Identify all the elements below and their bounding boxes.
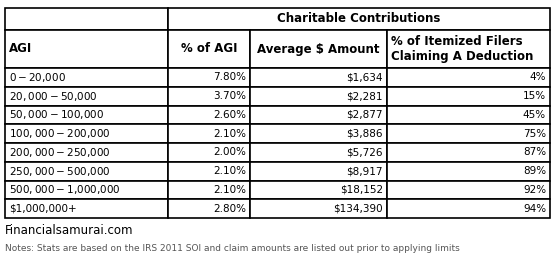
- Bar: [250, 143, 387, 162]
- Text: 7.80%: 7.80%: [213, 72, 246, 82]
- Text: % of Itemized Filers
Claiming A Deduction: % of Itemized Filers Claiming A Deductio…: [391, 35, 533, 63]
- Text: 45%: 45%: [523, 110, 546, 120]
- Bar: [168, 87, 250, 106]
- Text: Charitable Contributions: Charitable Contributions: [278, 13, 441, 26]
- Text: $18,152: $18,152: [340, 185, 383, 195]
- Text: 2.00%: 2.00%: [213, 147, 246, 157]
- Text: Notes: Stats are based on the IRS 2011 SOI and claim amounts are listed out prio: Notes: Stats are based on the IRS 2011 S…: [5, 244, 460, 253]
- Text: $134,390: $134,390: [334, 204, 383, 214]
- Bar: [168, 68, 250, 87]
- Text: $2,281: $2,281: [346, 91, 383, 101]
- Bar: [168, 143, 250, 162]
- Text: $2,877: $2,877: [346, 110, 383, 120]
- Text: $3,886: $3,886: [346, 129, 383, 139]
- Text: $1,634: $1,634: [346, 72, 383, 82]
- Text: $100,000 - $200,000: $100,000 - $200,000: [9, 127, 111, 140]
- Bar: [387, 87, 550, 106]
- Bar: [168, 106, 250, 124]
- Bar: [250, 199, 387, 218]
- Text: 15%: 15%: [523, 91, 546, 101]
- Bar: [5, 68, 168, 87]
- Text: $20,000 - $50,000: $20,000 - $50,000: [9, 90, 98, 103]
- Bar: [168, 162, 250, 181]
- Bar: [5, 106, 168, 124]
- Bar: [250, 106, 387, 124]
- Bar: [250, 87, 387, 106]
- Bar: [250, 68, 387, 87]
- Bar: [250, 124, 387, 143]
- Bar: [168, 181, 250, 199]
- Text: $8,917: $8,917: [346, 166, 383, 176]
- Text: 94%: 94%: [523, 204, 546, 214]
- Bar: [5, 124, 168, 143]
- Text: 3.70%: 3.70%: [213, 91, 246, 101]
- Text: Financialsamurai.com: Financialsamurai.com: [5, 224, 134, 237]
- Text: 2.10%: 2.10%: [213, 129, 246, 139]
- Bar: [5, 199, 168, 218]
- Bar: [168, 30, 250, 68]
- Text: 89%: 89%: [523, 166, 546, 176]
- Bar: [250, 30, 387, 68]
- Bar: [5, 8, 168, 30]
- Text: 4%: 4%: [529, 72, 546, 82]
- Text: 75%: 75%: [523, 129, 546, 139]
- Text: $500,000 - $1,000,000: $500,000 - $1,000,000: [9, 183, 121, 196]
- Bar: [387, 199, 550, 218]
- Text: 2.60%: 2.60%: [213, 110, 246, 120]
- Text: $50,000 - $100,000: $50,000 - $100,000: [9, 108, 104, 121]
- Text: $250,000 - $500,000: $250,000 - $500,000: [9, 165, 111, 178]
- Text: 2.10%: 2.10%: [213, 166, 246, 176]
- Text: $1,000,000+: $1,000,000+: [9, 204, 77, 214]
- Text: Average $ Amount: Average $ Amount: [258, 42, 380, 55]
- Text: 92%: 92%: [523, 185, 546, 195]
- Bar: [250, 162, 387, 181]
- Bar: [250, 181, 387, 199]
- Text: AGI: AGI: [9, 42, 32, 55]
- Bar: [5, 87, 168, 106]
- Bar: [387, 106, 550, 124]
- Bar: [5, 162, 168, 181]
- Bar: [5, 30, 168, 68]
- Text: 87%: 87%: [523, 147, 546, 157]
- Text: % of AGI: % of AGI: [181, 42, 237, 55]
- Text: 2.80%: 2.80%: [213, 204, 246, 214]
- Bar: [168, 8, 550, 30]
- Text: $5,726: $5,726: [346, 147, 383, 157]
- Bar: [168, 124, 250, 143]
- Bar: [387, 124, 550, 143]
- Bar: [5, 181, 168, 199]
- Text: $0 - $20,000: $0 - $20,000: [9, 71, 66, 84]
- Text: 2.10%: 2.10%: [213, 185, 246, 195]
- Bar: [387, 143, 550, 162]
- Bar: [168, 199, 250, 218]
- Bar: [387, 30, 550, 68]
- Bar: [387, 68, 550, 87]
- Bar: [387, 162, 550, 181]
- Bar: [5, 143, 168, 162]
- Bar: [387, 181, 550, 199]
- Text: $200,000 - $250,000: $200,000 - $250,000: [9, 146, 111, 159]
